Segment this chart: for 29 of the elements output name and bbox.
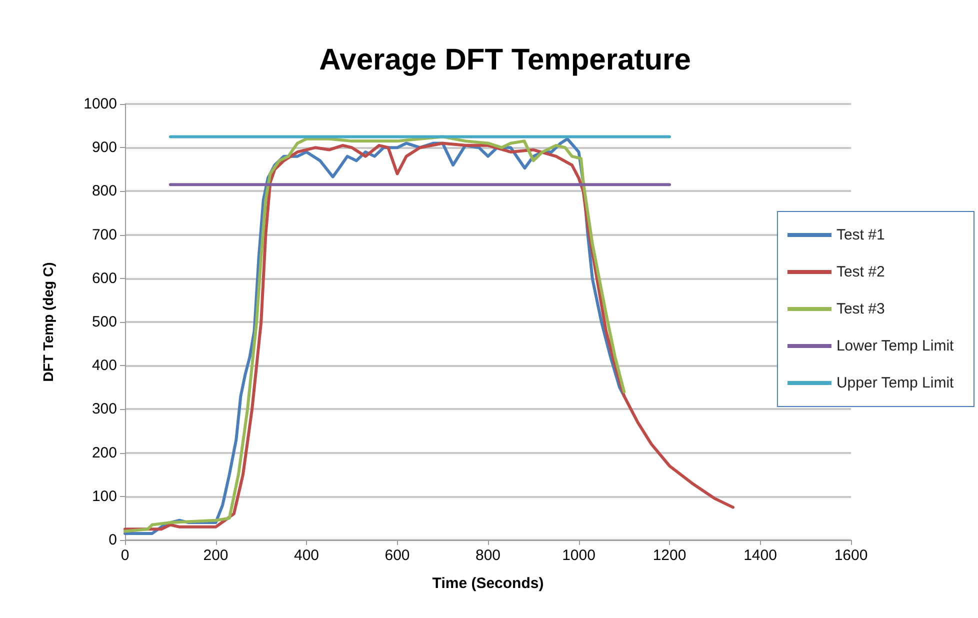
y-tick-label: 300 — [92, 400, 117, 418]
legend-label: Upper Temp Limit — [836, 374, 955, 392]
y-tick-label: 700 — [92, 226, 117, 244]
x-tick-label: 1600 — [834, 547, 868, 564]
x-tick-label: 200 — [203, 547, 228, 564]
y-tick-label: 0 — [108, 532, 117, 548]
x-tick-label: 600 — [384, 547, 410, 564]
chart-title: Average DFT Temperature — [319, 44, 691, 76]
y-tick-label: 400 — [92, 357, 117, 374]
legend-label: Test #2 — [836, 264, 885, 280]
legend-label: Test #1 — [836, 226, 885, 244]
y-tick-label: 500 — [92, 314, 117, 330]
y-tick-label: 1000 — [84, 96, 117, 112]
line-series — [124, 142, 735, 531]
y-axis-title: DFT Temp (deg C) — [40, 262, 56, 382]
x-axis-title: Time (Seconds) — [432, 575, 544, 592]
x-tick-label: 400 — [294, 547, 320, 564]
y-tick-label: 200 — [92, 444, 117, 462]
x-tick-label: 800 — [475, 547, 501, 564]
y-tick-label: 800 — [92, 182, 117, 200]
y-tick-label: 600 — [92, 270, 117, 287]
legend-label: Lower Temp Limit — [836, 338, 955, 354]
x-tick-label: 0 — [120, 547, 130, 564]
legend-label: Test #3 — [836, 300, 885, 318]
y-tick-label: 100 — [92, 488, 117, 505]
x-tick-label: 1400 — [744, 547, 777, 564]
x-tick-label: 1200 — [652, 547, 686, 564]
x-tick-label: 1000 — [562, 547, 596, 564]
y-tick-label: 900 — [92, 139, 117, 156]
